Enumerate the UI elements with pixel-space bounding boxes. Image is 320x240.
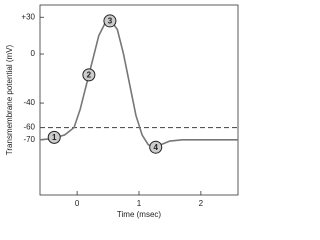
phase-marker [149, 140, 163, 154]
x-tick-label: 0 [75, 199, 80, 208]
curve [39, 19, 238, 149]
y-tick-label: 0 [31, 49, 36, 58]
x-tick-label: 1 [137, 199, 142, 208]
phase-marker [47, 130, 61, 144]
phase-marker [103, 14, 117, 28]
plot-frame [39, 4, 239, 196]
y-tick-label: +30 [21, 12, 35, 21]
y-axis-label: Transmembrane potential (mV) [5, 44, 14, 155]
chart: Time (msec) Transmembrane potential (mV)… [5, 4, 239, 219]
y-tick-label: -40 [23, 98, 35, 107]
phase-marker [82, 68, 96, 82]
phase-label: 2 [87, 70, 92, 79]
x-tick-label: 2 [199, 199, 204, 208]
phase-label: 4 [153, 143, 158, 152]
phase-label: 3 [108, 17, 113, 26]
y-tick-label: -70 [23, 135, 35, 144]
y-tick-label: -60 [23, 123, 35, 132]
phase-label: 1 [52, 133, 57, 142]
x-axis-label: Time (msec) [117, 210, 161, 219]
